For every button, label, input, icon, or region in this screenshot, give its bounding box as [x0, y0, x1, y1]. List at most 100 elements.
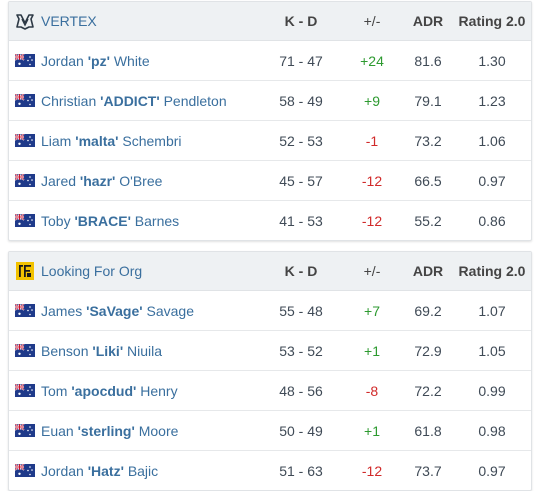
australia-flag-icon: [15, 54, 35, 67]
adr-header: ADR: [412, 263, 444, 279]
rating-value: 1.30: [478, 52, 506, 69]
australia-flag-icon: [15, 344, 35, 357]
player-link[interactable]: Benson 'Liki' Niuila: [41, 343, 162, 359]
australia-flag-icon: [15, 384, 35, 397]
kd-header: K - D: [284, 263, 318, 279]
plus-minus-header: +/-: [363, 263, 381, 279]
player-link[interactable]: Euan 'sterling' Moore: [41, 423, 178, 439]
player-last-name: Niuila: [127, 342, 163, 359]
australia-flag-icon: [15, 214, 35, 227]
player-last-name: Barnes: [134, 212, 180, 229]
player-link[interactable]: James 'SaVage' Savage: [41, 303, 194, 319]
player-nickname: 'BRACE': [74, 212, 131, 229]
rating-value: 1.05: [478, 342, 506, 359]
australia-flag-icon: [15, 134, 35, 147]
player-link[interactable]: Jordan 'pz' White: [41, 53, 150, 69]
kd-value: 71 - 47: [279, 52, 323, 69]
adr-value: 73.7: [414, 462, 442, 479]
kd-value: 53 - 52: [279, 342, 323, 359]
adr-value: 81.6: [414, 52, 442, 69]
player-last-name: Bajic: [127, 462, 159, 479]
player-row: Jared 'hazr' O'Bree 45 - 57 -12 66.5 0.97: [9, 161, 531, 201]
australia-flag-icon: [15, 464, 35, 477]
player-cell[interactable]: Benson 'Liki' Niuila: [9, 343, 261, 359]
rating-value: 1.07: [478, 302, 506, 319]
rating-header: Rating 2.0: [458, 263, 526, 279]
plus-minus-header: +/-: [363, 13, 381, 29]
player-first-name: Euan: [41, 422, 74, 439]
plus-minus-value: -12: [361, 172, 383, 189]
player-last-name: Henry: [140, 382, 178, 399]
player-last-name: Savage: [146, 302, 194, 319]
adr-value: 79.1: [414, 92, 442, 109]
player-link[interactable]: Jordan 'Hatz' Bajic: [41, 463, 158, 479]
player-rows: Jordan 'pz' White 71 - 47 +24 81.6 1.30 Chris…: [9, 41, 531, 240]
player-first-name: Jordan: [41, 52, 84, 69]
australia-flag-icon: [15, 424, 35, 437]
kd-value: 51 - 63: [279, 462, 323, 479]
plus-minus-value: -12: [361, 212, 383, 229]
kd-value: 45 - 57: [279, 172, 323, 189]
rating-value: 1.06: [478, 132, 506, 149]
player-cell[interactable]: Tom 'apocdud' Henry: [9, 383, 261, 399]
kd-value: 52 - 53: [279, 132, 323, 149]
team-cell[interactable]: VERTEX: [9, 11, 261, 31]
plus-minus-value: +24: [360, 52, 384, 69]
rating-value: 0.97: [478, 172, 506, 189]
kd-header: K - D: [284, 13, 318, 29]
plus-minus-value: +1: [364, 422, 380, 439]
adr-value: 72.2: [414, 382, 442, 399]
lfo-logo-icon: [16, 262, 34, 280]
player-cell[interactable]: Jared 'hazr' O'Bree: [9, 173, 261, 189]
australia-flag-icon: [15, 174, 35, 187]
player-link[interactable]: Toby 'BRACE' Barnes: [41, 213, 179, 229]
player-cell[interactable]: Jordan 'pz' White: [9, 53, 261, 69]
player-link[interactable]: Christian 'ADDICT' Pendleton: [41, 93, 227, 109]
table-header: VERTEX K - D +/- ADR Rating 2.0: [9, 2, 531, 41]
rating-header: Rating 2.0: [458, 13, 526, 29]
adr-value: 72.9: [414, 342, 442, 359]
player-last-name: Pendleton: [163, 92, 227, 109]
player-cell[interactable]: Euan 'sterling' Moore: [9, 423, 261, 439]
player-cell[interactable]: James 'SaVage' Savage: [9, 303, 261, 319]
plus-minus-value: +9: [364, 92, 380, 109]
player-row: Jordan 'Hatz' Bajic 51 - 63 -12 73.7 0.97: [9, 451, 531, 490]
player-first-name: James: [41, 302, 83, 319]
kd-value: 41 - 53: [279, 212, 323, 229]
team-name[interactable]: VERTEX: [41, 13, 97, 29]
adr-value: 73.2: [414, 132, 442, 149]
rating-value: 0.97: [478, 462, 506, 479]
kd-value: 55 - 48: [279, 302, 323, 319]
player-row: Toby 'BRACE' Barnes 41 - 53 -12 55.2 0.86: [9, 201, 531, 240]
rating-value: 1.23: [478, 92, 506, 109]
player-link[interactable]: Liam 'malta' Schembri: [41, 133, 182, 149]
player-nickname: 'ADDICT': [100, 92, 160, 109]
player-cell[interactable]: Christian 'ADDICT' Pendleton: [9, 93, 261, 109]
team-name[interactable]: Looking For Org: [41, 263, 143, 279]
player-nickname: 'apocdud': [71, 382, 137, 399]
player-cell[interactable]: Liam 'malta' Schembri: [9, 133, 261, 149]
player-first-name: Jared: [41, 172, 77, 189]
player-row: Euan 'sterling' Moore 50 - 49 +1 61.8 0.98: [9, 411, 531, 451]
player-last-name: Schembri: [122, 132, 182, 149]
player-first-name: Liam: [41, 132, 72, 149]
player-cell[interactable]: Toby 'BRACE' Barnes: [9, 213, 261, 229]
player-last-name: Moore: [138, 422, 179, 439]
player-row: Jordan 'pz' White 71 - 47 +24 81.6 1.30: [9, 41, 531, 81]
adr-value: 69.2: [414, 302, 442, 319]
player-cell[interactable]: Jordan 'Hatz' Bajic: [9, 463, 261, 479]
plus-minus-value: -12: [361, 462, 383, 479]
player-nickname: 'Liki': [92, 342, 124, 359]
player-link[interactable]: Tom 'apocdud' Henry: [41, 383, 178, 399]
adr-header: ADR: [412, 13, 444, 29]
plus-minus-value: -1: [365, 132, 379, 149]
team-cell[interactable]: Looking For Org: [9, 261, 261, 281]
adr-value: 61.8: [414, 422, 442, 439]
player-nickname: 'malta': [75, 132, 119, 149]
player-nickname: 'Hatz': [87, 462, 124, 479]
vertex-logo-icon: [16, 14, 34, 30]
team-stats-table-vertex: VERTEX K - D +/- ADR Rating 2.0 Jordan '…: [8, 1, 532, 241]
player-link[interactable]: Jared 'hazr' O'Bree: [41, 173, 162, 189]
kd-value: 50 - 49: [279, 422, 323, 439]
player-rows: James 'SaVage' Savage 55 - 48 +7 69.2 1.07 Be…: [9, 291, 531, 490]
